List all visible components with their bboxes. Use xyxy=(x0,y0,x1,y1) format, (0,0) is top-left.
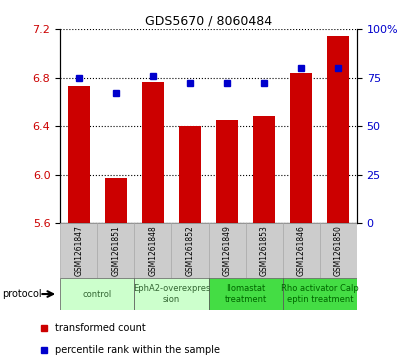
Bar xyxy=(60,223,97,278)
Bar xyxy=(97,223,134,278)
Bar xyxy=(246,223,283,278)
Text: GSM1261847: GSM1261847 xyxy=(74,225,83,276)
Bar xyxy=(171,223,209,278)
Bar xyxy=(216,120,238,223)
Bar xyxy=(134,223,171,278)
Bar xyxy=(283,223,320,278)
Bar xyxy=(68,86,90,223)
Bar xyxy=(209,223,246,278)
Text: GSM1261852: GSM1261852 xyxy=(186,225,195,276)
Bar xyxy=(320,223,357,278)
Text: GSM1261851: GSM1261851 xyxy=(111,225,120,276)
Text: transformed count: transformed count xyxy=(55,323,146,333)
Bar xyxy=(327,36,349,223)
Text: percentile rank within the sample: percentile rank within the sample xyxy=(55,345,220,355)
Text: GSM1261846: GSM1261846 xyxy=(297,225,306,276)
Bar xyxy=(134,278,209,310)
Text: Ilomastat
treatment: Ilomastat treatment xyxy=(225,284,267,304)
Text: GSM1261853: GSM1261853 xyxy=(260,225,269,276)
Text: GSM1261849: GSM1261849 xyxy=(222,225,232,276)
Text: protocol: protocol xyxy=(2,289,42,299)
Text: EphA2-overexpres
sion: EphA2-overexpres sion xyxy=(133,284,210,304)
Bar xyxy=(142,82,164,223)
Bar xyxy=(179,126,201,223)
Bar xyxy=(283,278,357,310)
Text: GSM1261850: GSM1261850 xyxy=(334,225,343,276)
Text: GSM1261848: GSM1261848 xyxy=(149,225,157,276)
Bar xyxy=(290,73,312,223)
Bar xyxy=(209,278,283,310)
Bar xyxy=(105,178,127,223)
Text: Rho activator Calp
eptin treatment: Rho activator Calp eptin treatment xyxy=(281,284,359,304)
Bar xyxy=(253,117,275,223)
Text: control: control xyxy=(83,290,112,298)
Title: GDS5670 / 8060484: GDS5670 / 8060484 xyxy=(145,15,272,28)
Bar xyxy=(60,278,134,310)
